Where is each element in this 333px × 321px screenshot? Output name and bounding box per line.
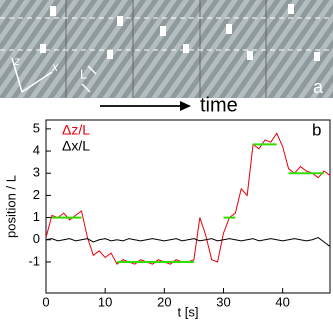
panel-label: a: [313, 77, 324, 97]
z-label: z: [13, 54, 20, 68]
particle: [160, 26, 166, 36]
x-tick-label: 40: [275, 294, 289, 309]
particle: [50, 6, 56, 16]
particle: [288, 4, 294, 14]
chart: 0 10 20 30 40 -1 0 1 2 3 4 5 t [s] position / L b Δz/LΔ…: [3, 119, 331, 319]
legend-entry: Δx/L: [62, 138, 90, 154]
particle: [247, 51, 253, 60]
z-arrow: [11, 57, 23, 93]
x-label: x: [51, 60, 59, 74]
series-line: [45, 236, 331, 247]
micrograph: [0, 0, 333, 98]
y-tick-label: -1: [28, 253, 40, 268]
legend-entry: Δz/L: [62, 122, 90, 138]
time-label: time: [200, 94, 238, 116]
y-tick-label: 1: [33, 209, 40, 224]
y-tick-label: 2: [33, 187, 40, 202]
particle: [40, 44, 46, 53]
series-line: [51, 143, 325, 263]
panel-label: b: [312, 120, 321, 139]
particle: [117, 16, 123, 26]
x-tick-label: 10: [98, 294, 112, 309]
particle: [314, 52, 320, 61]
axes-arrows: [11, 57, 97, 93]
particle: [226, 24, 232, 34]
particle: [183, 44, 189, 53]
y-tick-label: 0: [33, 231, 40, 246]
x-tick-label: 20: [157, 294, 171, 309]
y-tick-label: 3: [33, 165, 40, 180]
l-marker: [87, 65, 97, 75]
y-axis-label: position / L: [3, 175, 18, 238]
time-arrowhead: [180, 101, 191, 111]
l-marker: [81, 83, 91, 93]
image-strip: z x L a: [0, 0, 333, 98]
l-label: L: [80, 66, 87, 81]
y-tick-label: 4: [33, 142, 40, 157]
x-tick-label: 30: [216, 294, 230, 309]
x-arrow: [21, 71, 53, 93]
x-tick-label: 0: [42, 294, 49, 309]
particles: [40, 4, 320, 61]
plot-frame: [45, 119, 331, 294]
x-axis-label: t [s]: [178, 304, 199, 319]
y-tick-label: 5: [33, 120, 40, 135]
particle: [107, 50, 113, 59]
